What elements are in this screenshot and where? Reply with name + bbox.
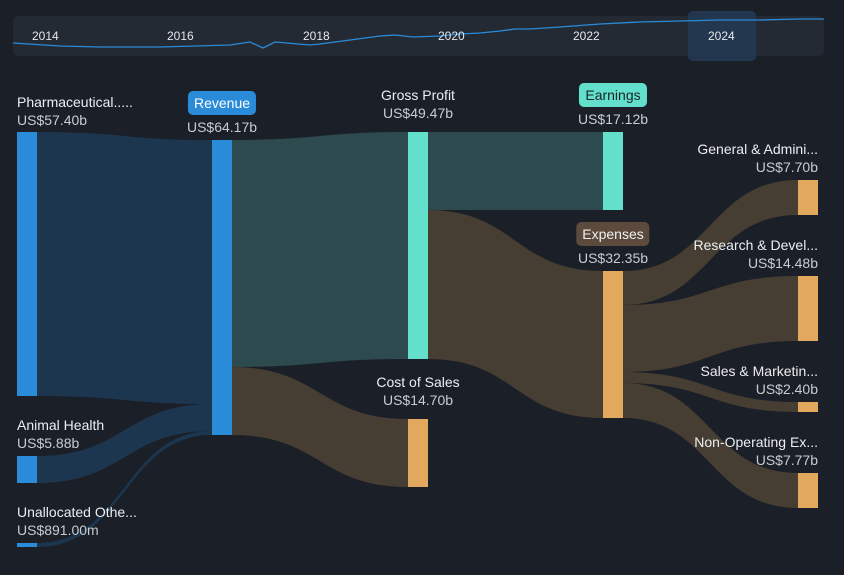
label-unalloc: Unallocated Othe... US$891.00m bbox=[17, 503, 137, 539]
label-pharma-name: Pharmaceutical..... bbox=[17, 94, 133, 110]
label-rd: Research & Devel... US$14.48b bbox=[694, 236, 819, 272]
label-nonop: Non-Operating Ex... US$7.77b bbox=[694, 433, 818, 469]
label-nonop-name: Non-Operating Ex... bbox=[694, 434, 818, 450]
label-gross-value: US$49.47b bbox=[382, 105, 454, 121]
label-animal-value: US$5.88b bbox=[17, 435, 80, 451]
flow-revenue-gross bbox=[232, 132, 408, 367]
label-cos-value: US$14.70b bbox=[382, 392, 454, 408]
node-expenses-bar bbox=[603, 271, 623, 418]
flow-unalloc-revenue bbox=[37, 431, 212, 547]
flow-expenses-nonop bbox=[623, 383, 798, 508]
node-animal-bar bbox=[17, 456, 37, 483]
label-revenue-value: US$64.17b bbox=[186, 119, 258, 135]
flow-expenses-rd bbox=[623, 276, 798, 372]
node-revenue-bar bbox=[212, 140, 232, 435]
label-pharma: Pharmaceutical..... US$57.40b bbox=[17, 93, 133, 129]
flow-gross-expenses bbox=[428, 210, 603, 418]
flow-animal-revenue bbox=[37, 404, 212, 483]
label-gross-name: Gross Profit bbox=[381, 87, 455, 103]
label-gross: Gross Profit US$49.47b bbox=[381, 86, 455, 122]
timeline-year-2018[interactable]: 2018 bbox=[303, 29, 330, 43]
node-unalloc-bar bbox=[17, 543, 37, 547]
label-expenses-value: US$32.35b bbox=[577, 250, 649, 266]
timeline-year-2024[interactable]: 2024 bbox=[708, 29, 735, 43]
flow-gross-earnings bbox=[428, 132, 603, 210]
timeline-selected-2024[interactable] bbox=[688, 11, 756, 61]
node-earnings-bar bbox=[603, 132, 623, 210]
label-revenue: Revenue US$64.17b bbox=[187, 91, 257, 136]
label-animal: Animal Health US$5.88b bbox=[17, 416, 104, 452]
label-ga-value: US$7.70b bbox=[755, 159, 818, 175]
label-nonop-value: US$7.77b bbox=[755, 452, 818, 468]
timeline-year-2014[interactable]: 2014 bbox=[32, 29, 59, 43]
node-pharma-bar bbox=[17, 132, 37, 396]
flow-revenue-cos bbox=[232, 367, 408, 487]
expenses-badge: Expenses bbox=[576, 222, 650, 246]
node-nonop-bar bbox=[798, 473, 818, 508]
label-animal-name: Animal Health bbox=[17, 417, 105, 433]
flow-expenses-sm bbox=[623, 372, 798, 412]
revenue-badge: Revenue bbox=[187, 91, 257, 115]
label-ga-name: General & Admini... bbox=[697, 141, 818, 157]
label-sm: Sales & Marketin... US$2.40b bbox=[701, 362, 819, 398]
timeline-year-2022[interactable]: 2022 bbox=[573, 29, 600, 43]
node-cos-bar bbox=[408, 419, 428, 487]
label-unalloc-value: US$891.00m bbox=[17, 522, 99, 538]
label-cos-name: Cost of Sales bbox=[376, 374, 460, 390]
label-pharma-value: US$57.40b bbox=[17, 112, 88, 128]
label-unalloc-name: Unallocated Othe... bbox=[17, 504, 137, 520]
node-sm-bar bbox=[798, 402, 818, 412]
label-rd-value: US$14.48b bbox=[747, 255, 818, 271]
node-rd-bar bbox=[798, 276, 818, 341]
timeline-year-2016[interactable]: 2016 bbox=[167, 29, 194, 43]
label-earnings: Earnings US$17.12b bbox=[578, 83, 648, 128]
label-earnings-value: US$17.12b bbox=[577, 111, 649, 127]
earnings-badge: Earnings bbox=[579, 83, 647, 107]
label-rd-name: Research & Devel... bbox=[693, 237, 819, 253]
label-cos: Cost of Sales US$14.70b bbox=[376, 373, 459, 409]
label-sm-value: US$2.40b bbox=[755, 381, 818, 397]
node-ga-bar bbox=[798, 180, 818, 215]
timeline-sparkline bbox=[12, 18, 824, 49]
label-expenses: Expenses US$32.35b bbox=[576, 222, 650, 267]
flow-pharma-revenue bbox=[37, 132, 212, 404]
timeline-year-2020[interactable]: 2020 bbox=[438, 29, 465, 43]
node-gross-bar bbox=[408, 132, 428, 359]
flow-expenses-ga bbox=[623, 180, 798, 305]
label-ga: General & Admini... US$7.70b bbox=[697, 140, 818, 176]
label-sm-name: Sales & Marketin... bbox=[700, 363, 819, 379]
